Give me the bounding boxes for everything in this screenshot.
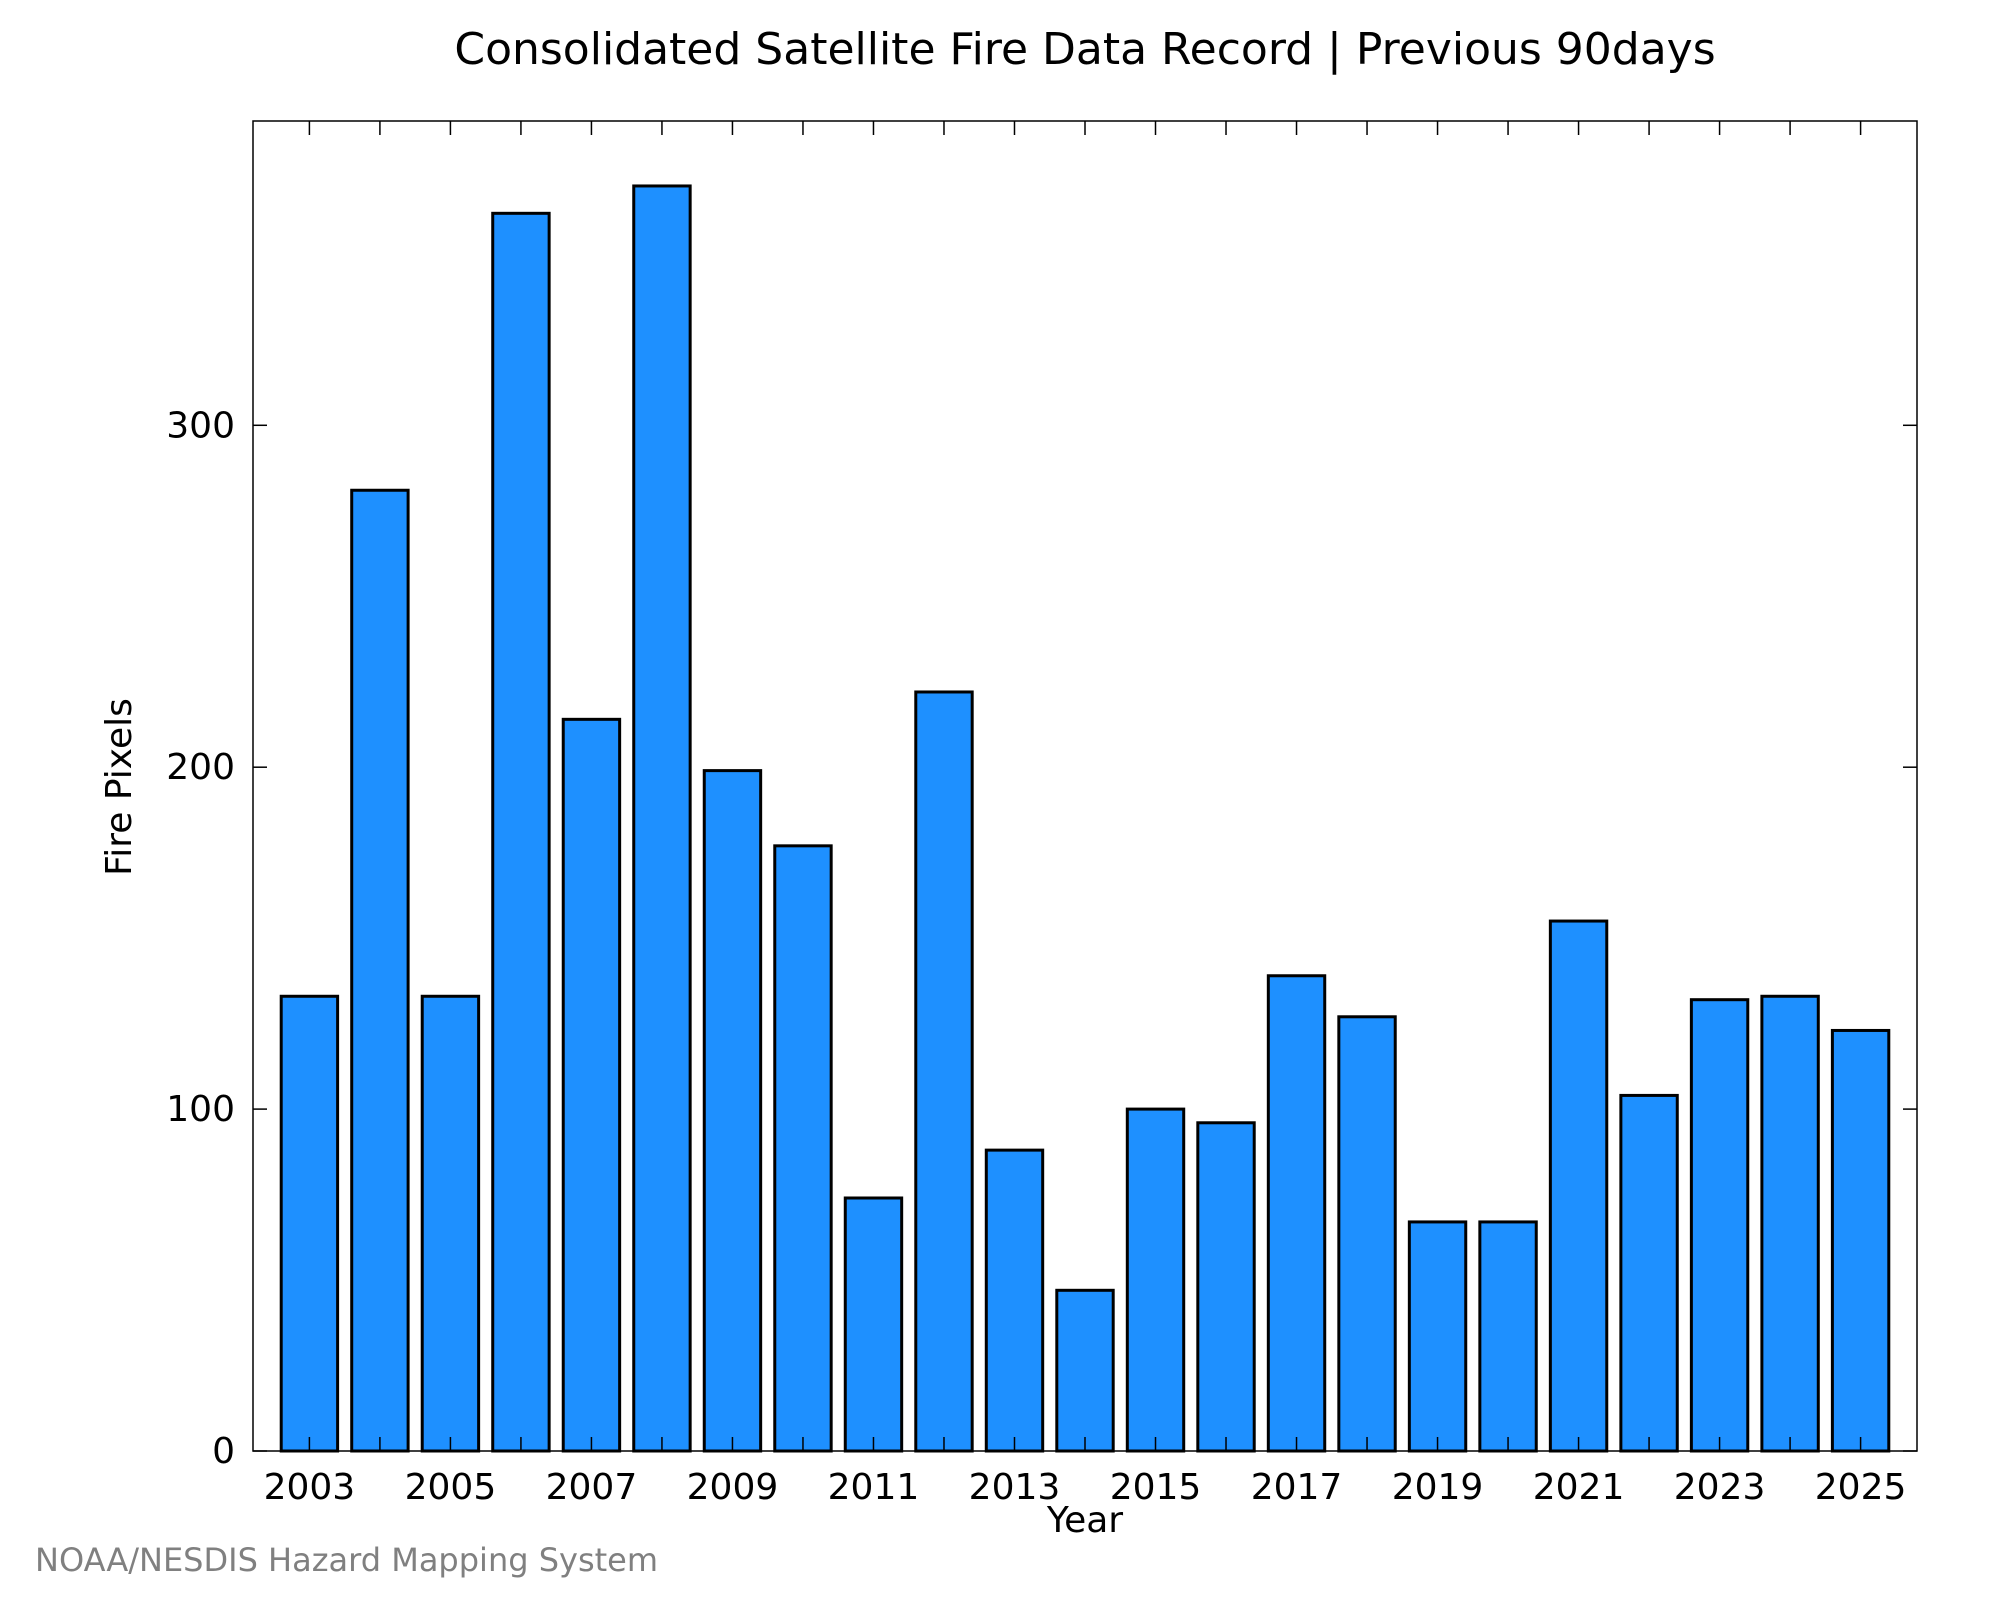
x-tick-label: 2021	[1533, 1467, 1625, 1508]
bar-2019	[1407, 1220, 1468, 1453]
y-tick-label: 0	[212, 1431, 235, 1472]
bar-2022	[1619, 1093, 1679, 1453]
x-tick-label: 2023	[1674, 1467, 1766, 1508]
bar-2008	[632, 184, 692, 1453]
y-axis-label: Fire Pixels	[99, 698, 140, 876]
x-tick-label: 2003	[264, 1467, 356, 1508]
plot-area: 2003 2005 2007 2009 2011 2013 2015 2017 2019 2021…	[166, 120, 1918, 1508]
x-tick-label: 2007	[546, 1467, 638, 1508]
chart-title: Consolidated Satellite Fire Data Record …	[454, 24, 1715, 75]
bar-2003	[279, 994, 340, 1453]
credit-text: NOAA/NESDIS Hazard Mapping System	[35, 1541, 658, 1579]
y-tick-label: 100	[166, 1089, 235, 1130]
x-axis-label: Year	[1046, 1500, 1123, 1541]
bar-2017	[1266, 974, 1327, 1453]
x-tick-label: 2015	[1110, 1467, 1202, 1508]
bar-2010	[773, 844, 833, 1453]
bar-2025	[1830, 1028, 1891, 1453]
bar-2021	[1548, 919, 1609, 1453]
bar-2011	[843, 1196, 904, 1453]
bar-2024	[1760, 994, 1820, 1453]
bar-2014	[1055, 1288, 1115, 1453]
bar-2004	[350, 488, 410, 1453]
bar-2005	[420, 994, 481, 1453]
bar-2020	[1478, 1220, 1538, 1453]
bar-2007	[561, 717, 622, 1453]
bar-2016	[1196, 1121, 1256, 1453]
bar-2018	[1337, 1015, 1397, 1453]
bar-2009	[702, 769, 763, 1453]
y-tick-label: 300	[166, 405, 235, 446]
bar-2006	[491, 211, 551, 1453]
bar-2015	[1125, 1107, 1186, 1453]
x-tick-label: 2009	[687, 1467, 779, 1508]
bar-2013	[984, 1148, 1045, 1453]
x-tick-label: 2011	[828, 1467, 920, 1508]
x-tick-label: 2025	[1815, 1467, 1907, 1508]
y-tick-label: 200	[166, 747, 235, 788]
x-tick-label: 2017	[1251, 1467, 1343, 1508]
x-tick-label: 2013	[969, 1467, 1061, 1508]
x-tick-label: 2005	[405, 1467, 497, 1508]
bar-2023	[1689, 998, 1750, 1453]
x-tick-label: 2019	[1392, 1467, 1484, 1508]
bar-2012	[914, 690, 974, 1453]
